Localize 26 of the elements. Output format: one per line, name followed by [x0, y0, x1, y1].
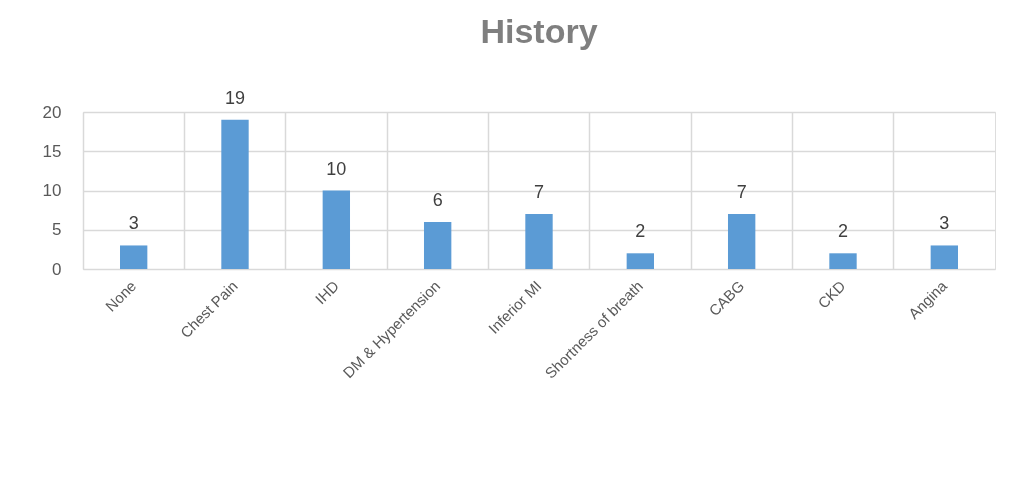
bar	[423, 221, 452, 269]
bar	[829, 253, 857, 269]
x-tick-label: IHD	[311, 277, 343, 308]
data-label: 2	[635, 221, 646, 242]
bar	[626, 253, 655, 269]
data-label: 7	[736, 182, 747, 203]
data-label: 3	[128, 213, 139, 234]
bar	[727, 214, 756, 269]
y-tick-label: 5	[52, 220, 62, 240]
bar	[930, 245, 959, 269]
y-tick-label: 20	[42, 102, 62, 122]
y-tick-label: 15	[42, 141, 62, 161]
data-label: 19	[224, 87, 246, 108]
chart-title: History	[480, 11, 598, 50]
y-tick-label: 0	[52, 259, 62, 279]
x-tick-label: CKD	[814, 277, 849, 312]
data-label: 7	[533, 182, 545, 203]
data-label: 3	[939, 213, 950, 234]
bar	[525, 214, 553, 269]
data-label: 6	[432, 189, 443, 210]
bar	[119, 245, 148, 269]
bar	[221, 119, 249, 269]
bar	[322, 190, 351, 269]
y-tick-label: 10	[42, 181, 62, 200]
data-label: 2	[837, 221, 849, 242]
data-label: 10	[326, 158, 347, 179]
